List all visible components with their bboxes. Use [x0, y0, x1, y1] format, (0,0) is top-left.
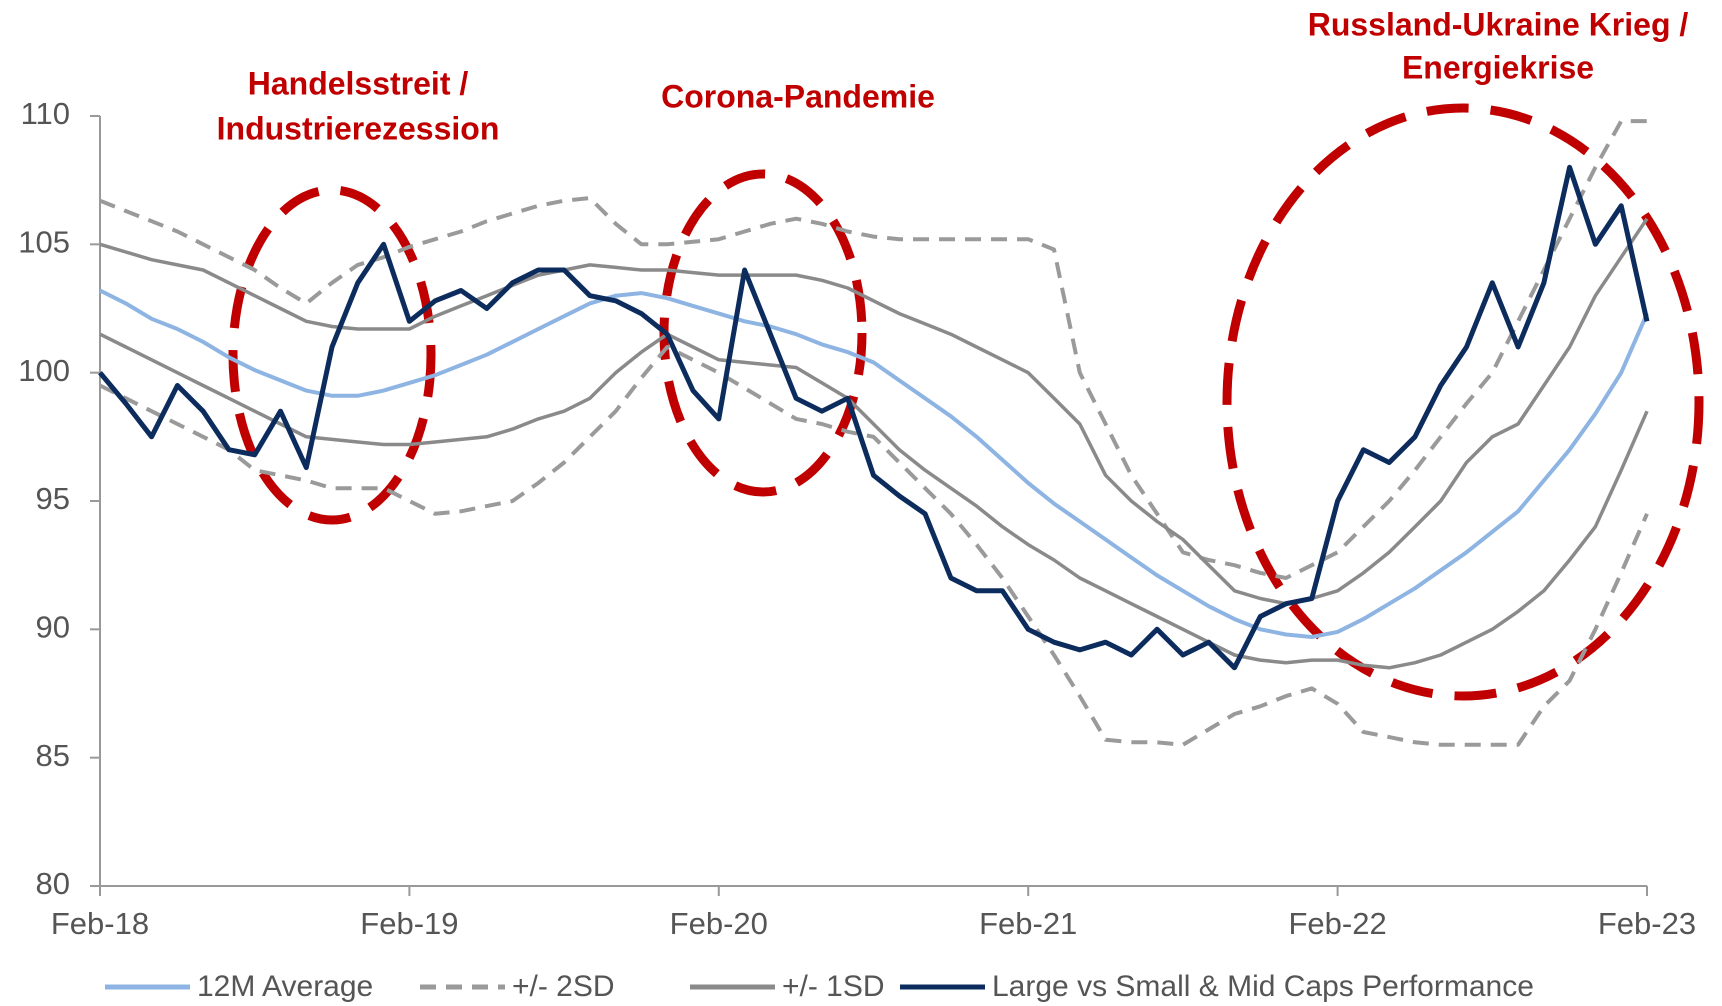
- highlight-ellipses: [228, 103, 1704, 701]
- legend-label: +/- 1SD: [782, 970, 885, 1003]
- annotation: Corona-Pandemie: [661, 78, 935, 114]
- x-tick-label: Feb-20: [670, 906, 768, 941]
- annotation: Russland-Ukraine Krieg /: [1308, 6, 1689, 42]
- x-tick-label: Feb-21: [979, 906, 1077, 941]
- x-tick-label: Feb-19: [360, 906, 458, 941]
- series-line: [99, 217, 1649, 606]
- annotation: Energiekrise: [1402, 49, 1594, 85]
- legend-label: +/- 2SD: [512, 970, 615, 1003]
- x-tick-label: Feb-22: [1288, 906, 1386, 941]
- series-line: [98, 164, 1650, 671]
- y-tick-label: 100: [18, 353, 70, 388]
- legend-label: 12M Average: [197, 970, 373, 1003]
- y-tick-label: 110: [21, 96, 70, 131]
- annotation: Industrierezession: [217, 110, 500, 146]
- highlight-ellipse: [228, 185, 436, 525]
- series-line: [99, 119, 1647, 580]
- y-tick-label: 80: [36, 866, 70, 901]
- x-tick-label: Feb-18: [51, 906, 149, 941]
- series-line: [99, 288, 1649, 639]
- legend: 12M Average +/- 2SD +/- 1SD Large vs Small …: [105, 970, 1534, 1003]
- y-tick-label: 95: [36, 481, 70, 516]
- highlight-ellipse: [1222, 103, 1704, 701]
- annotation: Handelsstreit /: [248, 65, 469, 101]
- highlight-ellipse: [659, 169, 867, 497]
- y-tick-label: 90: [36, 610, 70, 645]
- x-tick-label: Feb-23: [1598, 906, 1696, 941]
- band-line: [99, 332, 1649, 670]
- legend-label: Large vs Small & Mid Caps Performance: [992, 970, 1534, 1003]
- y-tick-label: 105: [18, 225, 70, 260]
- band-line: [99, 345, 1649, 747]
- y-tick-label: 85: [36, 738, 70, 773]
